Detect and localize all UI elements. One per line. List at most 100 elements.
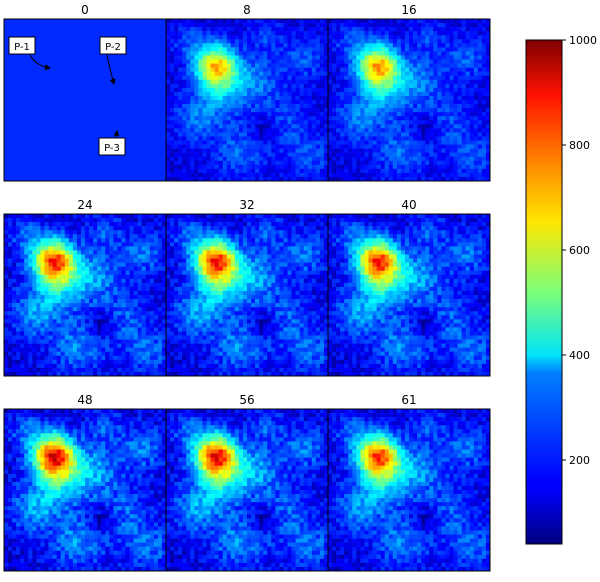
heatmap-cell [64,270,70,276]
heatmap-cell [153,315,159,320]
heatmap-cell [449,47,454,52]
heatmap-cell [194,160,199,166]
heatmap-cell [453,67,458,72]
heatmap-cell [360,95,365,101]
heatmap-cell [170,31,175,36]
heatmap-cell [157,343,163,348]
heatmap-cell [125,351,130,357]
heatmap-cell [461,104,466,109]
heatmap-cell [465,164,471,170]
heatmap-cell [396,39,402,44]
heatmap-cell [89,335,94,340]
heatmap-cell [255,156,260,162]
heatmap-cell [251,104,256,109]
heatmap-cell [234,156,240,162]
heatmap-cell [315,51,321,56]
heatmap-cell [307,168,313,174]
heatmap-cell [137,303,142,308]
heatmap-cell [222,19,228,24]
heatmap-cell [340,120,345,125]
heatmap-cell [242,19,248,24]
heatmap-cell [283,43,288,48]
heatmap-cell [76,359,82,365]
heatmap-cell [404,152,410,157]
heatmap-cell [109,299,114,304]
heatmap-cell [72,295,78,300]
heatmap-cell [48,290,53,296]
heatmap-cell [344,124,349,129]
heatmap-cell [76,258,82,263]
heatmap-cell [291,214,296,219]
heatmap-cell [323,176,329,182]
heatmap-cell [206,108,211,113]
heatmap-cell [8,319,13,324]
heatmap-cell [449,120,454,125]
heatmap-cell [283,23,288,28]
heatmap-cell [242,83,248,89]
heatmap-cell [40,270,45,276]
heatmap-cell [218,226,223,231]
heatmap-cell [52,262,57,267]
heatmap-cell [170,140,175,145]
heatmap-cell [441,136,446,141]
heatmap-cell [413,104,418,109]
heatmap-cell [166,160,171,166]
heatmap-cell [251,75,256,81]
heatmap-cell [101,331,106,336]
heatmap-cell [449,164,454,170]
heatmap-cell [186,75,191,81]
heatmap-cell [64,327,70,332]
heatmap-cell [101,367,106,373]
heatmap-cell [348,75,353,81]
heatmap-cell [52,238,57,243]
heatmap-cell [153,278,159,284]
heatmap-cell [32,238,37,243]
heatmap-cell [109,258,114,263]
heatmap-cell [93,311,98,316]
heatmap-cell [137,290,142,296]
heatmap-cell [409,67,414,72]
heatmap-cell [400,176,406,182]
heatmap-cell [16,315,21,320]
heatmap-cell [384,168,390,174]
heatmap-cell [388,83,394,89]
heatmap-cell [372,124,377,129]
heatmap-cell [279,172,284,178]
heatmap-cell [36,363,41,369]
heatmap-cell [60,246,66,251]
heatmap-cell [328,136,333,141]
heatmap-cell [279,100,284,105]
heatmap-cell [40,363,45,369]
heatmap-cell [368,168,373,174]
heatmap-cell [425,71,430,76]
heatmap-cell [376,47,381,52]
heatmap-cell [93,339,98,344]
heatmap-cell [267,168,272,174]
heatmap-cell [186,120,191,125]
heatmap-cell [182,55,187,60]
heatmap-cell [186,160,191,166]
heatmap-cell [360,140,365,145]
heatmap-cell [48,299,53,304]
heatmap-cell [271,144,276,149]
heatmap-cell [101,278,106,284]
heatmap-cell [186,87,191,93]
heatmap-cell [445,160,450,166]
heatmap-cell [56,367,61,373]
heatmap-cell [174,160,179,166]
heatmap-cell [283,144,288,149]
heatmap-cell [166,144,171,149]
heatmap-cell [105,214,110,219]
heatmap-cell [287,63,292,68]
heatmap-cell [251,160,256,166]
heatmap-cell [332,168,337,174]
heatmap-cell [319,148,325,153]
heatmap-cell [348,83,353,89]
heatmap-cell [287,75,292,81]
heatmap-cell [255,35,260,40]
heatmap-cell [234,172,240,178]
heatmap-cell [129,315,134,320]
heatmap-cell [202,100,207,105]
heatmap-cell [20,282,25,288]
heatmap-cell [279,222,284,227]
